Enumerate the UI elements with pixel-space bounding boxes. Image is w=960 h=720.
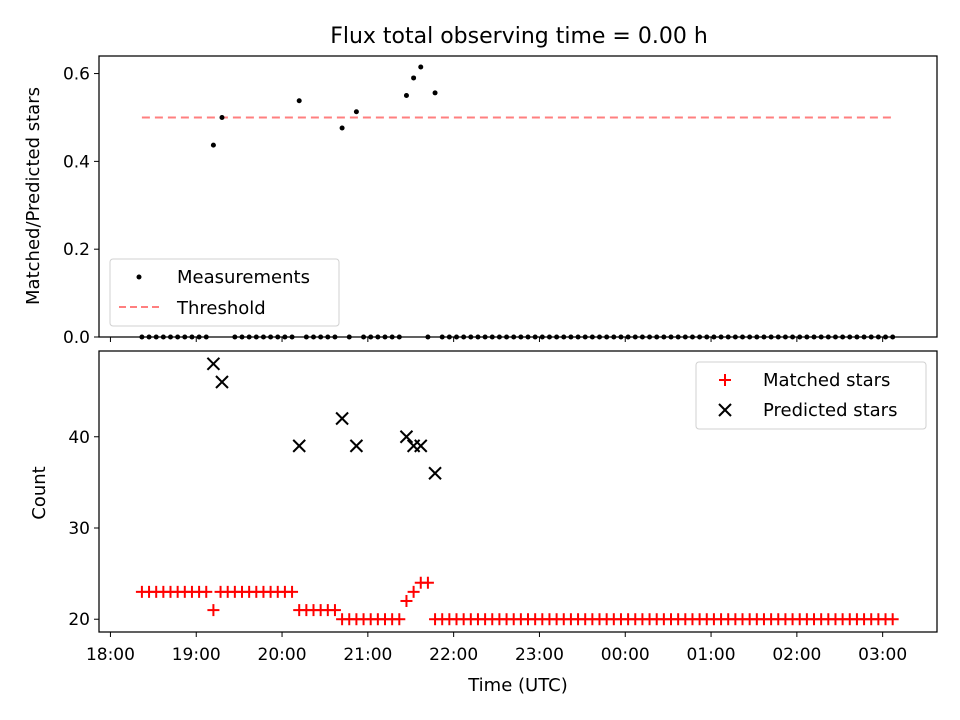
bottom-y-tick-label: 30: [68, 519, 90, 539]
predicted-star-point: [414, 439, 428, 453]
bottom-x-tick-label: 00:00: [601, 645, 650, 665]
measurement-point: [296, 98, 302, 104]
bottom-x-tick-label: 02:00: [772, 645, 821, 665]
bottom-panel: 20 30 40 18:00 19:00 20:00 21:00 22:00 23:00 00:…: [29, 350, 938, 696]
measurement-point: [432, 90, 438, 96]
predicted-star-point: [335, 411, 349, 426]
matched-star-point: [286, 585, 299, 598]
top-y-axis-label: Matched/Predicted stars: [23, 87, 44, 305]
predicted-star-point: [206, 357, 221, 371]
bottom-x-tick-label: 03:00: [858, 645, 907, 665]
bottom-x-tick-label: 20:00: [258, 645, 307, 665]
matched-star-point: [407, 585, 420, 598]
legend-measurements-label: Measurements: [177, 267, 310, 288]
bottom-y-tick-label: 40: [68, 428, 90, 448]
bottom-legend: Matched stars Predicted stars: [695, 361, 927, 430]
measurement-point: [210, 142, 216, 148]
top-axes-frame: [98, 55, 938, 338]
top-panel: 0.0 0.2 0.4 0.6 Matched/Predicted stars Mea…: [23, 55, 938, 348]
measurement-point: [339, 125, 345, 131]
bottom-legend-box: [695, 361, 927, 430]
matched-star-point: [207, 604, 220, 617]
bottom-y-ticks: 20 30 40: [68, 428, 99, 630]
predicted-star-point: [399, 430, 414, 444]
top-y-tick-label: 0.4: [63, 152, 90, 172]
bottom-x-ticks: 18:00 19:00 20:00 21:00 22:00 23:00 00:00 01:00…: [86, 632, 907, 665]
predicted-star-point: [292, 439, 306, 453]
bottom-marks: [135, 357, 899, 626]
matched-star-point: [400, 594, 413, 607]
bottom-x-tick-label: 01:00: [687, 645, 736, 665]
top-x-ticks: [109, 337, 884, 342]
bottom-x-tick-label: 19:00: [172, 645, 221, 665]
bottom-x-tick-label: 22:00: [429, 645, 478, 665]
measurement-point: [411, 75, 417, 81]
top-legend-box: [109, 258, 340, 327]
matched-star-point: [200, 585, 213, 598]
matched-star-point: [328, 604, 341, 617]
measurement-point: [418, 64, 424, 70]
measurement-point: [353, 109, 359, 115]
figure-title: Flux total observing time = 0.00 h: [330, 24, 708, 49]
bottom-x-tick-label: 23:00: [515, 645, 564, 665]
predicted-star-point: [428, 466, 442, 480]
top-legend: Measurements Threshold: [109, 258, 340, 327]
legend-predicted-marker: [718, 403, 732, 417]
top-marks: [139, 64, 896, 340]
bottom-y-axis-label: Count: [29, 466, 50, 519]
predicted-star-point: [215, 375, 229, 389]
measurement-point: [219, 114, 225, 120]
top-y-tick-label: 0.0: [63, 328, 90, 348]
bottom-x-axis-label: Time (UTC): [467, 675, 568, 696]
top-y-ticks: 0.0 0.2 0.4 0.6: [63, 65, 99, 348]
bottom-axes-frame: [98, 350, 938, 633]
bottom-x-tick-label: 21:00: [343, 645, 392, 665]
matched-star-point: [393, 613, 406, 626]
predicted-star-point: [349, 439, 364, 453]
legend-threshold-label: Threshold: [176, 298, 266, 319]
legend-predicted-label: Predicted stars: [763, 400, 897, 421]
matched-star-point: [421, 576, 434, 589]
top-y-tick-label: 0.6: [63, 65, 90, 85]
legend-matched-label: Matched stars: [763, 370, 890, 391]
matched-star-point: [886, 613, 899, 626]
bottom-y-tick-label: 20: [68, 610, 90, 630]
legend-matched-marker: [719, 374, 731, 386]
legend-measurements-marker: [136, 274, 142, 280]
top-y-tick-label: 0.2: [63, 240, 90, 260]
bottom-x-tick-label: 18:00: [86, 645, 135, 665]
measurement-point: [403, 93, 409, 99]
